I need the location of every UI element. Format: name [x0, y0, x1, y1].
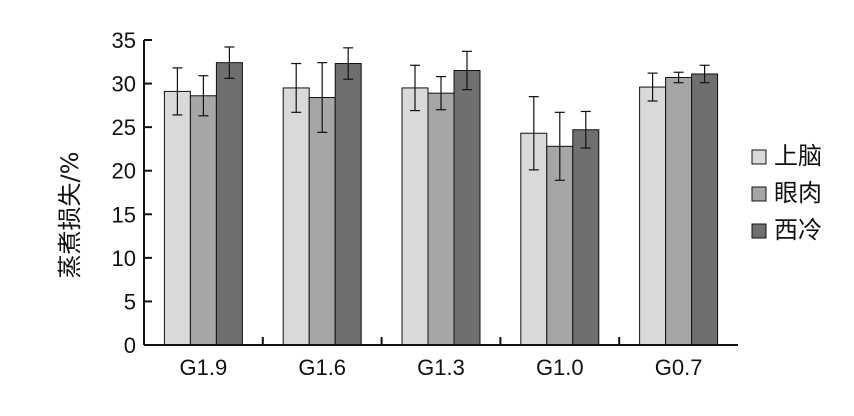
y-tick-label: 20	[112, 159, 136, 184]
y-tick-label: 15	[112, 202, 136, 227]
x-tick-label: G1.0	[536, 355, 584, 380]
y-tick-label: 5	[124, 289, 136, 314]
bar	[401, 87, 429, 346]
bar	[427, 92, 455, 346]
axes: 0 5 10 15 20 25 30 35 G1.9 G1.6 G1.3 G1.0 G0.7	[112, 28, 738, 380]
legend-swatch	[751, 149, 767, 165]
bar	[453, 70, 481, 346]
bar	[572, 129, 600, 346]
legend-swatch	[751, 186, 767, 202]
legend-label: 眼肉	[774, 179, 822, 207]
plot-area	[163, 46, 719, 346]
bar	[691, 73, 719, 346]
y-tick-label: 30	[112, 72, 136, 97]
y-tick-label: 10	[112, 246, 136, 271]
bar	[334, 63, 362, 346]
bar	[163, 90, 191, 346]
bar	[308, 97, 336, 346]
x-tick-label: G0.7	[655, 355, 703, 380]
y-tick-label: 25	[112, 115, 136, 140]
bar	[282, 87, 310, 346]
legend-label: 上脑	[774, 142, 822, 170]
legend-swatch	[751, 223, 767, 239]
x-tick-label: G1.9	[180, 355, 228, 380]
x-tick-label: G1.3	[417, 355, 465, 380]
x-tick-label: G1.6	[298, 355, 346, 380]
bar	[639, 86, 667, 346]
legend-label: 西冷	[774, 216, 822, 244]
bar	[665, 76, 693, 346]
y-tick-label: 35	[112, 28, 136, 53]
bar	[215, 62, 243, 346]
bar	[189, 95, 217, 346]
y-tick-label: 0	[124, 333, 136, 358]
y-axis-label: 蒸煮损失/%	[56, 152, 84, 279]
